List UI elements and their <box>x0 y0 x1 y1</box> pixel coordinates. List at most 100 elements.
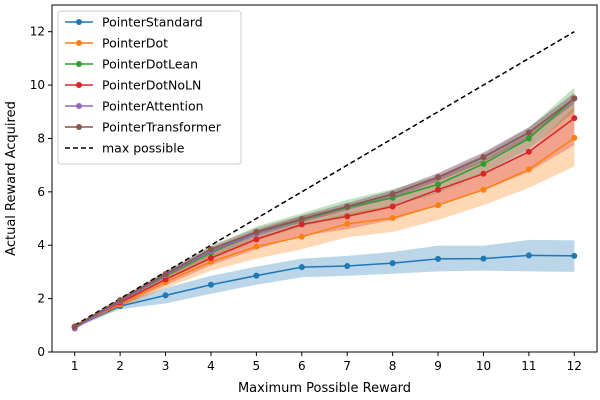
legend: PointerStandard PointerDot PointerDotLean P… <box>57 10 242 165</box>
point-pointerdotnoln-4 <box>207 255 214 262</box>
y-tick-label: 12 <box>30 25 45 39</box>
point-pointertransformer-9 <box>435 174 442 181</box>
point-pointerdotnoln-12 <box>571 115 578 122</box>
legend-label-pointertransformer: PointerTransformer <box>102 120 222 135</box>
point-pointerdotnoln-9 <box>435 186 442 193</box>
band-pointerattention <box>74 93 575 330</box>
point-pointerdotnoln-6 <box>298 221 305 228</box>
series-lines <box>71 95 578 332</box>
legend-item-max-possible: max possible <box>65 141 185 156</box>
legend-marker-pointerattention <box>76 103 82 109</box>
y-tick-label: 2 <box>37 292 45 306</box>
y-tick-label: 10 <box>30 78 45 92</box>
point-pointerdot-6 <box>298 233 305 240</box>
point-pointerdot-11 <box>525 166 532 173</box>
y-axis-label: Actual Reward Acquired <box>4 101 19 256</box>
point-pointerstandard-11 <box>525 252 532 259</box>
point-pointerdot-9 <box>435 202 442 209</box>
point-pointerstandard-9 <box>435 255 442 262</box>
legend-item-pointertransformer: PointerTransformer <box>65 120 222 135</box>
band-pointertransformer <box>74 93 575 328</box>
legend-item-pointerdotnoln: PointerDotNoLN <box>65 78 201 93</box>
point-pointerdotnoln-8 <box>389 203 396 210</box>
line-pointerstandard <box>74 254 575 328</box>
x-axis-label: Maximum Possible Reward <box>238 381 411 396</box>
x-tick-label: 10 <box>476 359 491 373</box>
point-pointertransformer-8 <box>389 190 396 197</box>
point-pointerstandard-10 <box>480 255 487 262</box>
point-pointerdotnoln-3 <box>162 276 169 283</box>
legend-marker-pointerdotlean <box>76 61 82 67</box>
point-pointerdotnoln-10 <box>480 170 487 177</box>
point-pointerdot-5 <box>253 243 260 250</box>
legend-box <box>57 10 242 165</box>
legend-item-pointerdotlean: PointerDotLean <box>65 57 198 72</box>
x-tick-label: 2 <box>116 359 124 373</box>
series-pointerstandard <box>71 252 578 330</box>
x-tick-label: 3 <box>162 359 170 373</box>
legend-label-max-possible: max possible <box>102 141 185 156</box>
y-tick-label: 6 <box>37 185 45 199</box>
point-pointerdotlean-10 <box>480 160 487 167</box>
band-pointerdot <box>74 106 575 328</box>
y-tick-label: 8 <box>37 131 45 145</box>
max-possible-line-group <box>74 31 575 326</box>
point-pointerstandard-3 <box>162 292 169 299</box>
y-tick-label: 4 <box>37 238 45 252</box>
legend-marker-pointerdot <box>76 40 82 46</box>
legend-marker-pointerstandard <box>76 19 82 25</box>
point-pointertransformer-10 <box>480 154 487 161</box>
point-pointerdotlean-9 <box>435 181 442 188</box>
legend-item-pointerdot: PointerDot <box>65 36 168 51</box>
point-pointerdotnoln-11 <box>525 148 532 155</box>
x-tick-label: 4 <box>207 359 215 373</box>
point-pointerstandard-8 <box>389 260 396 267</box>
point-pointerdot-7 <box>344 220 351 227</box>
x-tick-label: 9 <box>434 359 442 373</box>
legend-label-pointerdot: PointerDot <box>102 36 168 51</box>
y-axis-ticks: 0 2 4 6 8 10 12 <box>30 25 52 359</box>
max-possible-line <box>74 31 575 326</box>
band-pointerdotlean <box>74 87 575 328</box>
point-pointerdotnoln-7 <box>344 213 351 220</box>
legend-marker-pointerdotnoln <box>76 82 82 88</box>
point-pointerdotnoln-5 <box>253 236 260 243</box>
x-tick-label: 11 <box>521 359 536 373</box>
point-pointerdotlean-11 <box>525 135 532 142</box>
x-tick-label: 8 <box>389 359 397 373</box>
plot-frame <box>51 4 598 353</box>
legend-label-pointerdotnoln: PointerDotNoLN <box>102 78 201 93</box>
series-pointertransformer <box>71 95 578 330</box>
point-pointertransformer-3 <box>162 271 169 278</box>
x-tick-label: 6 <box>298 359 306 373</box>
line-pointerdot <box>74 137 575 328</box>
point-pointerdot-10 <box>480 186 487 193</box>
point-pointertransformer-6 <box>298 216 305 223</box>
point-pointertransformer-4 <box>207 246 214 253</box>
line-pointerdotnoln <box>74 117 575 328</box>
point-pointerstandard-4 <box>207 281 214 288</box>
legend-label-pointerstandard: PointerStandard <box>102 15 203 30</box>
x-tick-label: 5 <box>253 359 261 373</box>
band-pointerstandard <box>74 239 575 328</box>
point-pointertransformer-11 <box>525 129 532 136</box>
legend-item-pointerstandard: PointerStandard <box>65 15 203 30</box>
x-axis-ticks: 1 2 3 4 5 6 7 8 9 10 11 12 <box>71 352 582 373</box>
legend-marker-pointertransformer <box>76 124 82 130</box>
x-tick-label: 12 <box>567 359 582 373</box>
point-pointertransformer-2 <box>117 296 124 303</box>
point-pointerstandard-12 <box>571 252 578 259</box>
legend-label-pointerdotlean: PointerDotLean <box>102 57 198 72</box>
line-pointertransformer <box>74 97 575 328</box>
x-tick-label: 7 <box>343 359 351 373</box>
point-pointerstandard-6 <box>298 264 305 271</box>
point-pointerstandard-5 <box>253 272 260 279</box>
point-pointerdot-8 <box>389 215 396 222</box>
y-tick-label: 0 <box>37 345 45 359</box>
point-pointertransformer-5 <box>253 228 260 235</box>
legend-item-pointerattention: PointerAttention <box>65 99 204 114</box>
point-pointerdot-12 <box>571 134 578 141</box>
point-pointertransformer-7 <box>344 203 351 210</box>
legend-label-pointerattention: PointerAttention <box>102 99 204 114</box>
